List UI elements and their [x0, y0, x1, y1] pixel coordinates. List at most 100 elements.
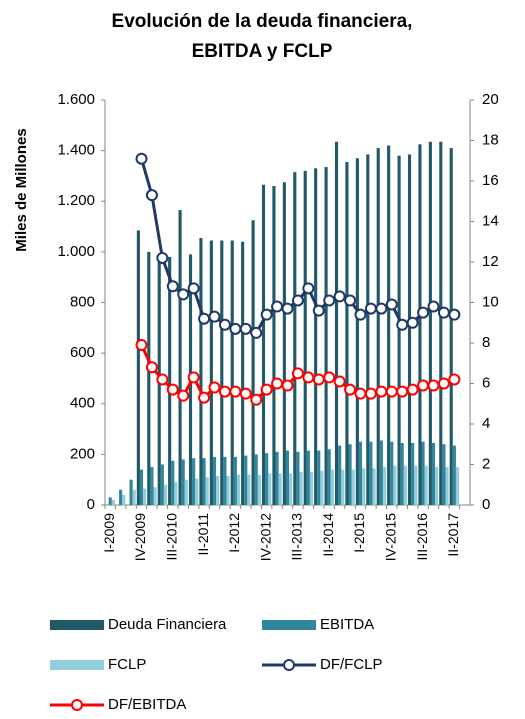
- bar: [452, 445, 456, 505]
- bar: [455, 467, 460, 505]
- bar: [233, 456, 237, 505]
- bar: [324, 167, 328, 505]
- bar: [209, 240, 213, 505]
- x-tick-label: III-2013: [289, 513, 305, 561]
- bar: [153, 487, 157, 505]
- marker: [291, 294, 304, 307]
- marker: [333, 375, 346, 388]
- bar: [303, 170, 307, 505]
- bar: [372, 468, 376, 505]
- bar: [309, 472, 314, 505]
- bar: [275, 451, 279, 505]
- marker: [250, 326, 263, 339]
- marker: [448, 308, 461, 321]
- marker: [177, 389, 190, 402]
- y2-tick-label: 12: [482, 253, 499, 270]
- bar: [184, 479, 188, 505]
- bar: [168, 256, 172, 505]
- legend-swatch: [50, 620, 104, 630]
- marker: [166, 383, 179, 396]
- x-tick-label: IV-2009: [132, 513, 148, 561]
- marker: [448, 373, 461, 386]
- bar: [129, 479, 133, 505]
- bar: [421, 441, 425, 505]
- marker: [156, 251, 169, 264]
- x-tick-label: I-2015: [351, 513, 367, 553]
- x-tick-label: III-2010: [163, 513, 179, 561]
- bar: [414, 465, 418, 505]
- marker: [344, 294, 357, 307]
- bar: [195, 478, 199, 505]
- bar: [220, 240, 224, 505]
- marker: [135, 152, 148, 165]
- y-tick-label: 200: [70, 445, 95, 462]
- marker: [281, 379, 294, 392]
- marker: [406, 383, 419, 396]
- bar: [223, 456, 227, 505]
- bar: [178, 210, 182, 505]
- marker: [281, 302, 294, 315]
- bar: [442, 444, 446, 505]
- bar: [348, 444, 352, 505]
- bar: [439, 141, 443, 505]
- bar: [379, 440, 383, 505]
- bar: [362, 468, 366, 505]
- bar: [345, 162, 349, 505]
- bar: [330, 469, 334, 505]
- bar: [341, 469, 345, 505]
- y2-tick-label: 14: [482, 212, 499, 229]
- line: [140, 158, 455, 335]
- marker: [396, 318, 409, 331]
- marker: [302, 371, 315, 384]
- marker: [218, 385, 231, 398]
- bar: [226, 475, 230, 505]
- y2-tick-label: 16: [482, 172, 499, 189]
- bar: [282, 182, 286, 505]
- bar: [327, 449, 331, 505]
- chart-title: Evolución de la deuda financiera,: [112, 11, 413, 32]
- bar: [230, 240, 234, 505]
- marker: [437, 306, 450, 319]
- marker: [260, 383, 273, 396]
- marker: [396, 385, 409, 398]
- bar: [136, 230, 140, 505]
- marker: [187, 371, 200, 384]
- marker: [302, 282, 315, 295]
- bar: [257, 474, 261, 505]
- bar: [296, 451, 300, 505]
- bar: [428, 141, 432, 505]
- x-tick-label: II-2014: [320, 513, 336, 557]
- legend-swatch: [262, 620, 316, 630]
- y2-tick-label: 0: [482, 496, 490, 513]
- bar: [268, 473, 272, 505]
- marker: [239, 387, 252, 400]
- marker: [312, 304, 325, 317]
- bar: [334, 141, 339, 505]
- bar: [236, 474, 241, 505]
- marker: [375, 385, 388, 398]
- bar: [163, 484, 168, 505]
- bar: [160, 464, 164, 505]
- bar: [171, 460, 175, 505]
- marker: [198, 391, 211, 404]
- legend-label: FCLP: [108, 656, 146, 673]
- bar: [192, 458, 196, 505]
- bar: [205, 477, 209, 505]
- bar: [435, 467, 439, 505]
- bar: [411, 442, 415, 505]
- bar: [251, 220, 255, 505]
- marker: [427, 379, 440, 392]
- y-tick-label: 1.200: [57, 192, 95, 209]
- bar: [382, 467, 387, 505]
- bar: [299, 472, 303, 505]
- bar: [358, 441, 363, 505]
- bar: [424, 465, 428, 505]
- marker: [156, 373, 169, 386]
- bar: [111, 499, 115, 505]
- legend-label: DF/EBITDA: [108, 696, 186, 713]
- x-tick-label: I-2009: [101, 513, 117, 553]
- bar: [216, 475, 220, 505]
- bar: [407, 154, 412, 505]
- bar: [150, 467, 154, 505]
- bar: [254, 454, 258, 505]
